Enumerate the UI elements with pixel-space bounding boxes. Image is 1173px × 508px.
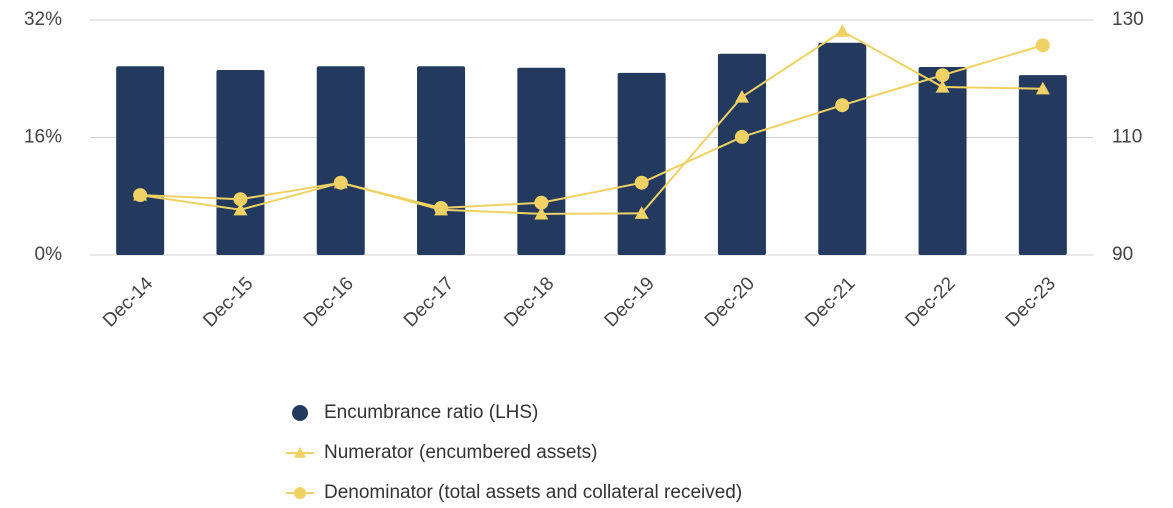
x-tick-label: Dec-22 xyxy=(901,273,959,331)
x-tick-label: Dec-21 xyxy=(801,273,859,331)
marker xyxy=(534,195,549,210)
x-tick-label: Dec-18 xyxy=(500,273,558,331)
marker xyxy=(233,192,248,207)
line xyxy=(140,29,1043,215)
bar xyxy=(517,67,566,255)
x-tick-label: Dec-20 xyxy=(701,273,759,331)
marker xyxy=(935,79,950,93)
bar xyxy=(918,67,967,255)
marker xyxy=(1035,81,1050,95)
marker xyxy=(133,188,148,203)
x-tick-label: Dec-14 xyxy=(99,273,157,331)
marker xyxy=(734,89,749,103)
marker xyxy=(734,129,749,144)
marker xyxy=(835,98,850,113)
legend-label: Encumbrance ratio (LHS) xyxy=(324,402,538,423)
bar xyxy=(116,66,165,255)
y-tick-label: 32% xyxy=(24,9,62,30)
legend-symbol xyxy=(294,447,306,458)
y-tick-label: 16% xyxy=(24,127,62,148)
bar xyxy=(717,53,766,255)
bar xyxy=(818,42,867,255)
bar xyxy=(216,69,265,255)
marker xyxy=(1035,38,1050,53)
line xyxy=(140,44,1044,210)
y2-tick-label: 90 xyxy=(1112,244,1133,265)
y2-tick-label: 130 xyxy=(1112,9,1144,30)
y2-tick-label: 110 xyxy=(1112,127,1142,148)
marker xyxy=(634,175,649,190)
marker xyxy=(434,201,449,215)
marker xyxy=(534,206,549,220)
marker xyxy=(634,206,649,219)
x-tick-label: Dec-16 xyxy=(300,273,358,331)
x-tick-label: Dec-19 xyxy=(601,273,659,331)
bar xyxy=(1018,75,1067,255)
legend-symbol xyxy=(294,487,306,499)
bar xyxy=(316,66,365,255)
marker xyxy=(333,175,348,190)
x-tick-label: Dec-15 xyxy=(199,273,257,331)
marker xyxy=(233,202,248,216)
legend-label: Denominator (total assets and collateral… xyxy=(324,482,742,503)
marker xyxy=(835,24,850,37)
legend-label: Numerator (encumbered assets) xyxy=(324,442,598,463)
legend-symbol xyxy=(292,405,308,421)
x-tick-label: Dec-17 xyxy=(400,273,458,331)
bar xyxy=(417,66,466,255)
marker xyxy=(935,68,950,83)
x-tick-label: Dec-23 xyxy=(1002,273,1060,331)
y-tick-label: 0% xyxy=(35,244,63,265)
bar xyxy=(617,72,666,255)
